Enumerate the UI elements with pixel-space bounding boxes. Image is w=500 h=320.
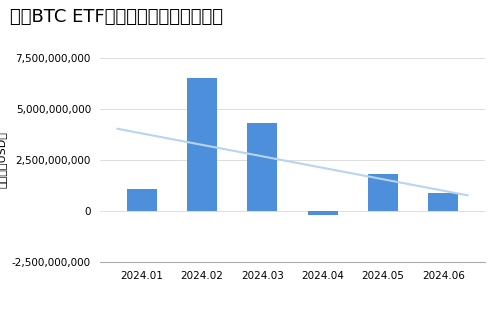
Bar (126, 189, 156, 211)
Bar (428, 193, 458, 211)
Bar (308, 211, 338, 215)
Text: 美国BTC ETF资金流入流出统计（月）: 美国BTC ETF资金流入流出统计（月） (10, 8, 223, 26)
Bar (247, 123, 278, 211)
Y-axis label: 净流入（USD）: 净流入（USD） (0, 132, 6, 188)
Bar (368, 174, 398, 211)
Bar (187, 78, 217, 211)
